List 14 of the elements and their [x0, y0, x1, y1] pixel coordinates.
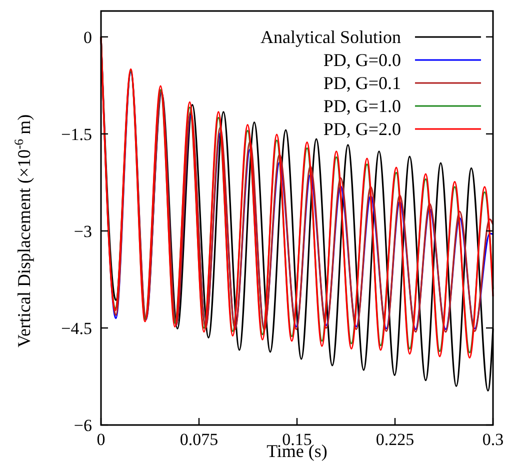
- y-tick-label: −3: [74, 222, 92, 241]
- legend-label: PD, G=0.1: [323, 73, 401, 93]
- y-tick-label: 0: [84, 28, 92, 47]
- x-tick-label: 0.075: [180, 430, 218, 449]
- y-tick-label: −6: [74, 416, 92, 435]
- x-tick-label: 0.3: [482, 430, 504, 449]
- legend-label: PD, G=1.0: [323, 96, 401, 116]
- x-tick-label: 0.225: [376, 430, 414, 449]
- legend-label: Analytical Solution: [260, 27, 401, 47]
- y-tick-label: −4.5: [61, 318, 92, 338]
- legend-label: PD, G=0.0: [323, 50, 401, 70]
- legend-label: PD, G=2.0: [323, 119, 401, 139]
- x-tick-label: 0: [96, 430, 106, 449]
- y-tick-label: −1.5: [61, 124, 92, 144]
